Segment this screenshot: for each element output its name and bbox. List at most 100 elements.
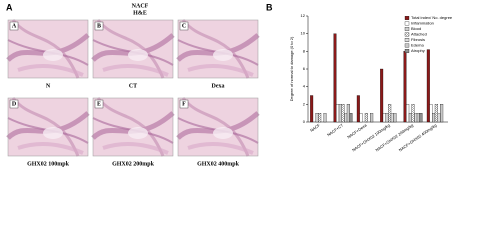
y-axis-label: Degree of normal to damage (0 to 2) <box>289 36 294 101</box>
letter-box <box>179 21 189 31</box>
bar <box>432 113 436 123</box>
legend-swatch <box>404 16 410 20</box>
tissue <box>178 20 258 78</box>
image-border <box>92 97 174 157</box>
x-tick-label: NACF <box>309 122 321 133</box>
bar <box>411 104 415 123</box>
micrograph: C <box>178 20 258 78</box>
legend-swatch <box>404 49 410 53</box>
bar <box>440 104 444 123</box>
tissue <box>93 20 173 78</box>
letter-box <box>9 21 19 31</box>
bar <box>349 113 353 123</box>
image-border <box>177 97 259 157</box>
y-tick-label: 8 <box>303 48 306 53</box>
bar <box>323 113 327 123</box>
bar <box>318 113 322 123</box>
bar <box>356 95 360 123</box>
y-tick-label: 6 <box>303 66 306 71</box>
bar <box>408 113 412 123</box>
bar <box>426 49 430 123</box>
y-tick-label: 2 <box>303 101 306 106</box>
micrograph: A <box>8 20 88 78</box>
bar <box>382 113 386 123</box>
legend-swatch <box>404 21 410 26</box>
bar <box>338 104 342 123</box>
legend-swatch <box>404 27 410 31</box>
image-letter: F <box>182 102 186 108</box>
image-border <box>177 19 259 79</box>
bar <box>437 113 441 123</box>
image-caption: Dexa <box>212 83 225 89</box>
tissue <box>93 98 173 156</box>
y-tick-label: 10 <box>301 31 306 36</box>
tissue <box>178 98 258 156</box>
image-letter: B <box>97 24 101 30</box>
bar <box>414 113 418 123</box>
image-caption: GHX02 100mpk <box>27 161 70 167</box>
image-caption: GHX02 400mpk <box>197 161 240 167</box>
bar <box>315 113 319 123</box>
y-tick-label: 12 <box>301 13 306 18</box>
micrograph: F <box>178 98 258 156</box>
letter-box <box>179 99 189 109</box>
panel-label: A <box>6 2 13 12</box>
bar <box>416 113 420 123</box>
bar <box>370 113 374 123</box>
bar <box>341 104 345 123</box>
letter-box <box>9 99 19 109</box>
image-caption: GHX02 200mpk <box>112 161 155 167</box>
legend-label: Total index/ No. degree <box>411 15 453 20</box>
micrograph: B <box>93 20 173 78</box>
bar <box>406 104 410 123</box>
micrograph: E <box>93 98 173 156</box>
image-border <box>7 19 89 79</box>
bar <box>393 113 397 123</box>
image-letter: C <box>182 24 186 30</box>
bar <box>419 113 423 123</box>
bar <box>403 51 407 123</box>
legend-label: Fibrosis <box>411 37 425 42</box>
letter-box <box>94 99 104 109</box>
x-tick-label: NACF+Dexa <box>346 122 368 139</box>
bar <box>346 104 350 123</box>
bar <box>333 33 337 123</box>
bar <box>310 95 314 123</box>
panel-label: B <box>266 2 273 12</box>
micrograph: D <box>8 98 88 156</box>
image-border <box>7 97 89 157</box>
bar <box>364 113 368 123</box>
legend-label: Inflammation <box>411 21 434 26</box>
y-tick-label: 4 <box>303 84 306 89</box>
tissue <box>8 98 88 156</box>
tissue <box>8 20 88 78</box>
image-border <box>92 19 174 79</box>
bar <box>385 113 389 123</box>
bar <box>434 104 438 123</box>
legend-label: Atrophy <box>411 48 425 53</box>
bar <box>344 113 348 123</box>
panel-subtitle: H&E <box>133 10 147 16</box>
image-letter: E <box>97 102 101 108</box>
legend-swatch <box>404 32 410 37</box>
bar <box>390 113 394 123</box>
image-caption: N <box>46 83 51 89</box>
letter-box <box>94 21 104 31</box>
image-letter: D <box>12 102 17 108</box>
bar <box>380 68 384 123</box>
bar <box>336 104 340 123</box>
legend-swatch <box>404 43 410 48</box>
bar <box>429 104 433 123</box>
legend-label: Attached <box>411 32 427 37</box>
legend-label: Edema <box>411 43 424 48</box>
figure: A NACF H&E B A N B CT C Dexa D GHX02 100mpk E GHX… <box>0 2 453 167</box>
image-letter: A <box>12 24 17 30</box>
bar <box>359 113 363 123</box>
panel-title: NACF <box>132 3 149 9</box>
image-caption: CT <box>129 83 137 89</box>
bar <box>388 104 392 123</box>
x-tick-label: NACF+CT <box>326 122 345 137</box>
legend-label: Blood <box>411 26 421 31</box>
y-tick-label: 0 <box>303 119 306 124</box>
legend-swatch <box>404 38 410 42</box>
